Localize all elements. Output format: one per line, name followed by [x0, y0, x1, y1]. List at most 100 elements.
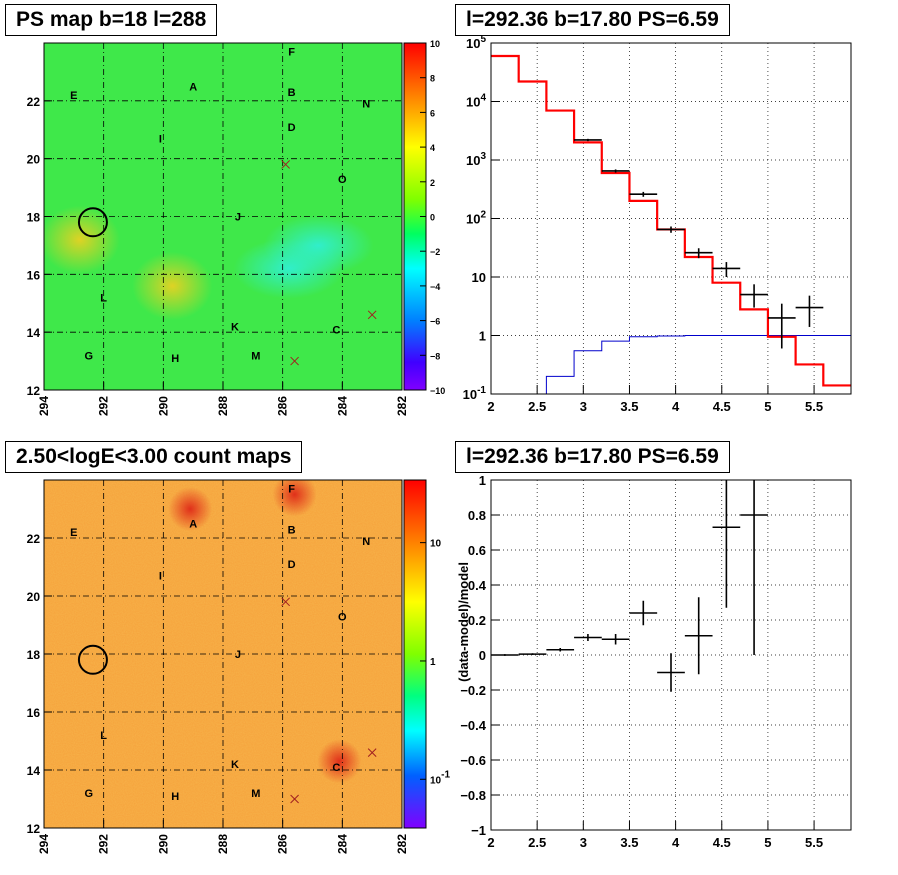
excess-region	[132, 251, 213, 320]
y-tick-label: 14	[27, 764, 41, 778]
residual-title: l=292.36 b=17.80 PS=6.59	[455, 441, 730, 473]
x-tick-label: 292	[97, 396, 111, 416]
x-tick-label: 288	[216, 834, 230, 854]
source-label-o: O	[338, 611, 347, 623]
bright-spot	[317, 739, 362, 784]
y-tick-label: −0.8	[460, 788, 486, 803]
source-marker	[367, 310, 377, 320]
source-label-a: A	[189, 81, 197, 93]
map-content	[44, 43, 402, 390]
colorbar-tick-label: −10	[430, 386, 445, 396]
y-tick-label: 18	[27, 648, 41, 662]
source-label-g: G	[84, 350, 93, 362]
source-label-b: B	[288, 87, 296, 99]
x-tick-label: 282	[395, 834, 409, 854]
x-tick-label: 3	[580, 835, 587, 850]
y-tick-label: 12	[27, 384, 41, 398]
y-tick-label: 103	[466, 151, 486, 168]
x-tick-label: 5	[764, 399, 771, 414]
x-tick-label: 286	[276, 396, 290, 416]
colorbar-tick-label: −4	[430, 282, 440, 292]
x-tick-label: 284	[335, 396, 349, 416]
source-label-m: M	[251, 350, 260, 362]
spectrum-title: l=292.36 b=17.80 PS=6.59	[455, 4, 730, 36]
colorbar	[403, 479, 427, 829]
colorbar-tick-label: 10	[430, 539, 442, 550]
colorbar-tick-label: 10-1	[430, 769, 450, 786]
y-tick-label: 0	[479, 648, 486, 663]
x-tick-label: 2	[487, 399, 494, 414]
y-tick-label: 22	[27, 532, 41, 546]
target-circle	[77, 207, 108, 238]
x-tick-label: 282	[395, 396, 409, 416]
residual-content	[491, 480, 851, 830]
x-tick-label: 294	[37, 396, 51, 416]
source-marker	[290, 794, 299, 804]
y-tick-label: 10-1	[463, 385, 487, 402]
y-tick-label: −0.4	[460, 718, 486, 733]
x-tick-label: 5	[764, 835, 771, 850]
source-label-n: N	[362, 536, 370, 548]
bright-spot	[272, 480, 317, 517]
colorbar-tick-label: 10	[430, 39, 440, 49]
y-tick-label: 0.6	[468, 543, 486, 558]
x-tick-label: 4	[672, 399, 680, 414]
source-marker	[367, 748, 377, 757]
colorbar-tick-label: 1	[430, 657, 436, 668]
source-label-i: I	[159, 571, 162, 583]
y-tick-label: 18	[27, 211, 41, 225]
source-label-h: H	[171, 353, 179, 365]
y-tick-label: −0.6	[460, 753, 486, 768]
y-tick-label: −1	[471, 823, 486, 838]
source-label-a: A	[189, 519, 197, 531]
x-tick-label: 2.5	[528, 399, 546, 414]
x-tick-label: 284	[335, 834, 349, 854]
bright-spot	[168, 487, 213, 531]
source-label-j: J	[235, 649, 241, 661]
y-tick-label: −0.2	[460, 683, 486, 698]
x-tick-label: 2	[487, 835, 494, 850]
source-label-h: H	[171, 791, 179, 803]
y-tick-label: 102	[466, 210, 486, 227]
x-tick-label: 4	[672, 835, 680, 850]
colorbar-tick-label: −2	[430, 247, 440, 257]
x-tick-label: 290	[156, 396, 170, 416]
x-tick-label: 294	[37, 834, 51, 854]
x-tick-label: 292	[97, 834, 111, 854]
source-label-c: C	[332, 324, 340, 336]
map-content	[44, 480, 402, 828]
y-tick-label: 105	[466, 34, 486, 51]
x-tick-label: 3.5	[620, 399, 638, 414]
source-marker	[281, 597, 291, 607]
source-label-o: O	[338, 174, 347, 186]
residual-panel: 2 2.5 3 3.5 4 4.5 5 5.5 −1 −0.8 −0.6 −0.4 −0.2 0 0.2 0.…	[456, 473, 852, 850]
spectrum-content	[491, 43, 851, 394]
source-label-g: G	[84, 788, 93, 800]
source-label-d: D	[288, 122, 296, 134]
x-tick-label: 3.5	[620, 835, 638, 850]
source-label-m: M	[251, 788, 260, 800]
colorbar-tick-label: 2	[430, 178, 435, 188]
deficit-region	[233, 238, 344, 299]
x-tick-label: 5.5	[805, 835, 823, 850]
x-tick-label: 4.5	[713, 399, 731, 414]
x-tick-label: 286	[276, 834, 290, 854]
y-tick-label: 10	[472, 270, 486, 285]
x-tick-label: 290	[156, 834, 170, 854]
background-model-line	[518, 335, 851, 394]
ps-map-title: PS map b=18 l=288	[5, 4, 218, 36]
y-tick-label: 16	[27, 268, 41, 282]
colorbar-tick-label: 6	[430, 108, 435, 118]
source-label-c: C	[332, 762, 340, 774]
y-tick-label: 20	[27, 590, 41, 604]
colorbar-tick-label: −8	[430, 351, 440, 361]
y-tick-label: 22	[27, 95, 41, 109]
spectrum-panel: 2 2.5 3 3.5 4 4.5 5 5.5 10-1 1 10 102 103 104 105	[463, 34, 852, 414]
colorbar-tick-label: 8	[430, 74, 435, 84]
source-marker	[290, 356, 299, 366]
x-tick-label: 288	[216, 396, 230, 416]
y-tick-label: 1	[479, 473, 486, 488]
y-axis-label: (data-model)/model	[456, 562, 471, 682]
